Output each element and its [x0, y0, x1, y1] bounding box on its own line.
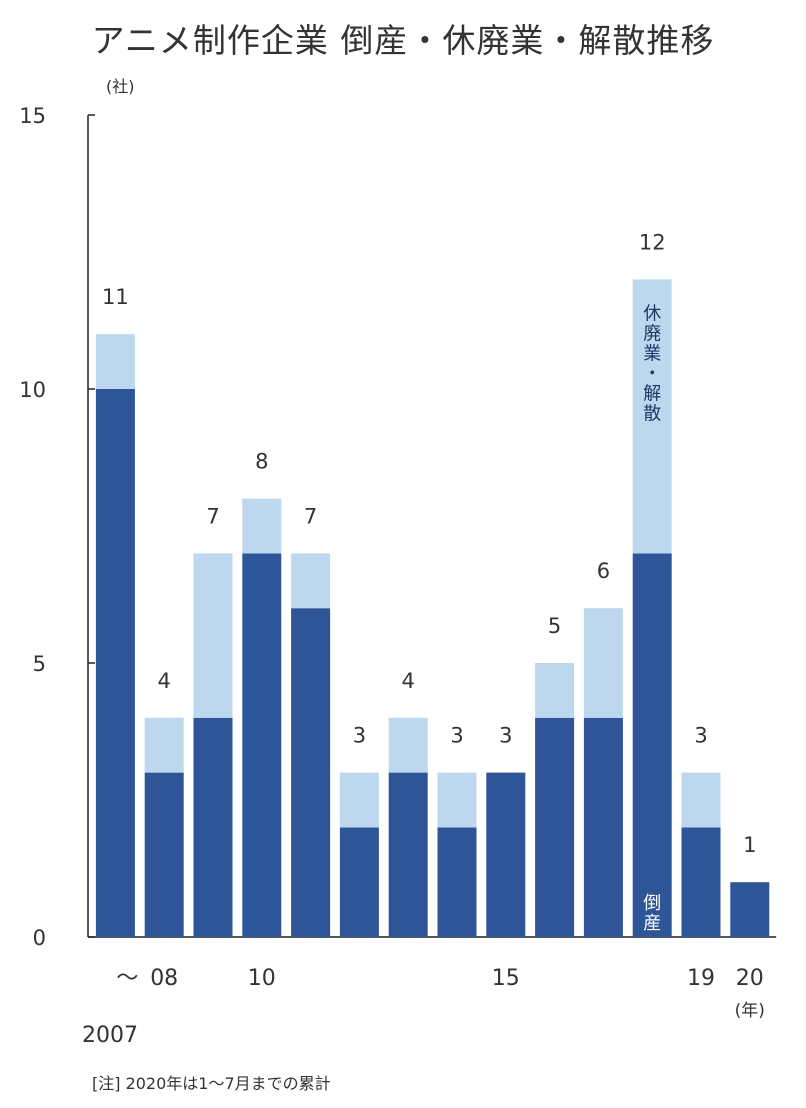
bar-segment-closure: [291, 553, 331, 609]
total-data-label: 3: [450, 724, 463, 748]
total-data-label: 4: [158, 669, 171, 693]
bar-segment-bankruptcy: [242, 553, 282, 937]
bar-segment-closure: [632, 279, 672, 554]
bar-segment-bankruptcy: [95, 389, 135, 937]
y-unit-label: (社): [106, 77, 135, 96]
total-data-label: 12: [639, 230, 666, 254]
x-tick-label: ～: [116, 966, 138, 991]
axes-layer: [87, 114, 777, 938]
total-data-label: 5: [548, 614, 561, 638]
total-data-label: 11: [102, 285, 129, 309]
bar-segment-bankruptcy: [437, 827, 477, 937]
total-data-label: 7: [206, 504, 219, 528]
total-data-label: 6: [597, 559, 610, 583]
bar-segment-closure: [535, 663, 575, 718]
bar-segment-closure: [583, 608, 623, 718]
bar-segment-bankruptcy: [339, 827, 379, 937]
bar-segment-bankruptcy: [193, 717, 233, 937]
chart-title: アニメ制作企業 倒産・休廃業・解散推移: [91, 21, 715, 60]
total-data-label: 8: [255, 450, 268, 474]
bar-segment-bankruptcy: [681, 827, 721, 937]
chart-note: [注] 2020年は1～7月までの累計: [92, 1074, 331, 1093]
x-tick-label: 10: [248, 966, 276, 991]
bar-segment-closure: [193, 553, 233, 718]
bar-segment-closure: [95, 334, 135, 389]
y-tick-label: 15: [19, 104, 46, 128]
x-tick-label: 15: [492, 966, 520, 991]
bar-segment-closure: [339, 772, 379, 828]
bar-segment-closure: [681, 772, 721, 828]
bars-layer: [95, 279, 770, 937]
x-axis-unit-label: (年): [735, 1001, 765, 1021]
y-tick-label: 10: [19, 378, 46, 402]
total-data-label: 3: [694, 724, 707, 748]
total-data-label: 7: [304, 504, 317, 528]
x-tick-label-sub: 2007: [82, 1023, 138, 1048]
bar-segment-bankruptcy: [291, 608, 331, 937]
bar-segment-closure: [242, 498, 282, 554]
bar-segment-bankruptcy: [486, 772, 526, 937]
bar-segment-bankruptcy: [535, 717, 575, 937]
in-bar-label-closure: 休廃業・解散: [643, 303, 661, 424]
bar-segment-closure: [144, 717, 184, 773]
bar-segment-closure: [437, 772, 477, 828]
bar-segment-bankruptcy: [144, 772, 184, 937]
bar-segment-closure: [388, 717, 428, 773]
y-tick-label: 0: [33, 926, 46, 950]
total-data-label: 3: [353, 724, 366, 748]
x-tick-label: 19: [687, 966, 715, 991]
in-bar-label-bankruptcy: 倒産: [643, 893, 661, 934]
y-tick-label: 5: [33, 652, 46, 676]
total-data-label: 3: [499, 724, 512, 748]
total-data-label: 4: [402, 669, 415, 693]
bar-segment-bankruptcy: [632, 553, 672, 937]
x-tick-label: 08: [150, 966, 178, 991]
total-data-label: 1: [743, 833, 756, 857]
bar-segment-bankruptcy: [730, 882, 770, 937]
bar-segment-bankruptcy: [388, 772, 428, 937]
x-tick-label: 20: [736, 966, 764, 991]
bar-segment-bankruptcy: [583, 717, 623, 937]
